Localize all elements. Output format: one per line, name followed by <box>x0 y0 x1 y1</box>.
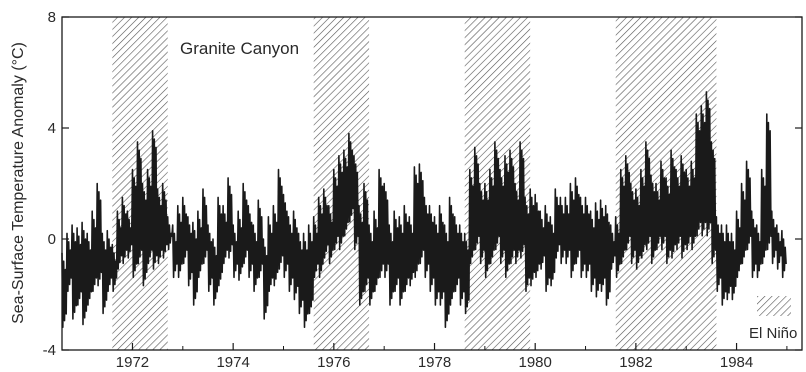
y-axis: -4 0 4 8 <box>43 9 802 359</box>
y-tick-label: 0 <box>48 231 56 248</box>
x-axis: 1972 1974 1976 1978 1980 1982 1984 <box>116 343 788 371</box>
legend-label: El Niño <box>749 325 797 342</box>
x-tick-label: 1982 <box>619 354 652 371</box>
x-tick-label: 1978 <box>418 354 451 371</box>
y-tick-label: 8 <box>48 9 56 26</box>
series-line-1 <box>61 91 787 329</box>
x-tick-label: 1972 <box>116 354 149 371</box>
x-tick-label: 1980 <box>519 354 552 371</box>
y-axis-label: Sea-Surface Temperature Anomaly (°C) <box>10 42 27 324</box>
chart-annotation: Granite Canyon <box>180 39 299 58</box>
plot-frame <box>61 16 803 351</box>
x-tick-label: 1984 <box>720 354 753 371</box>
y-tick-label: -4 <box>43 342 56 359</box>
y-tick-label: 4 <box>48 120 56 137</box>
legend: El Niño <box>749 296 797 342</box>
x-tick-label: 1974 <box>216 354 249 371</box>
x-tick-label: 1976 <box>317 354 350 371</box>
legend-swatch <box>757 296 791 316</box>
series-layer <box>61 91 787 329</box>
